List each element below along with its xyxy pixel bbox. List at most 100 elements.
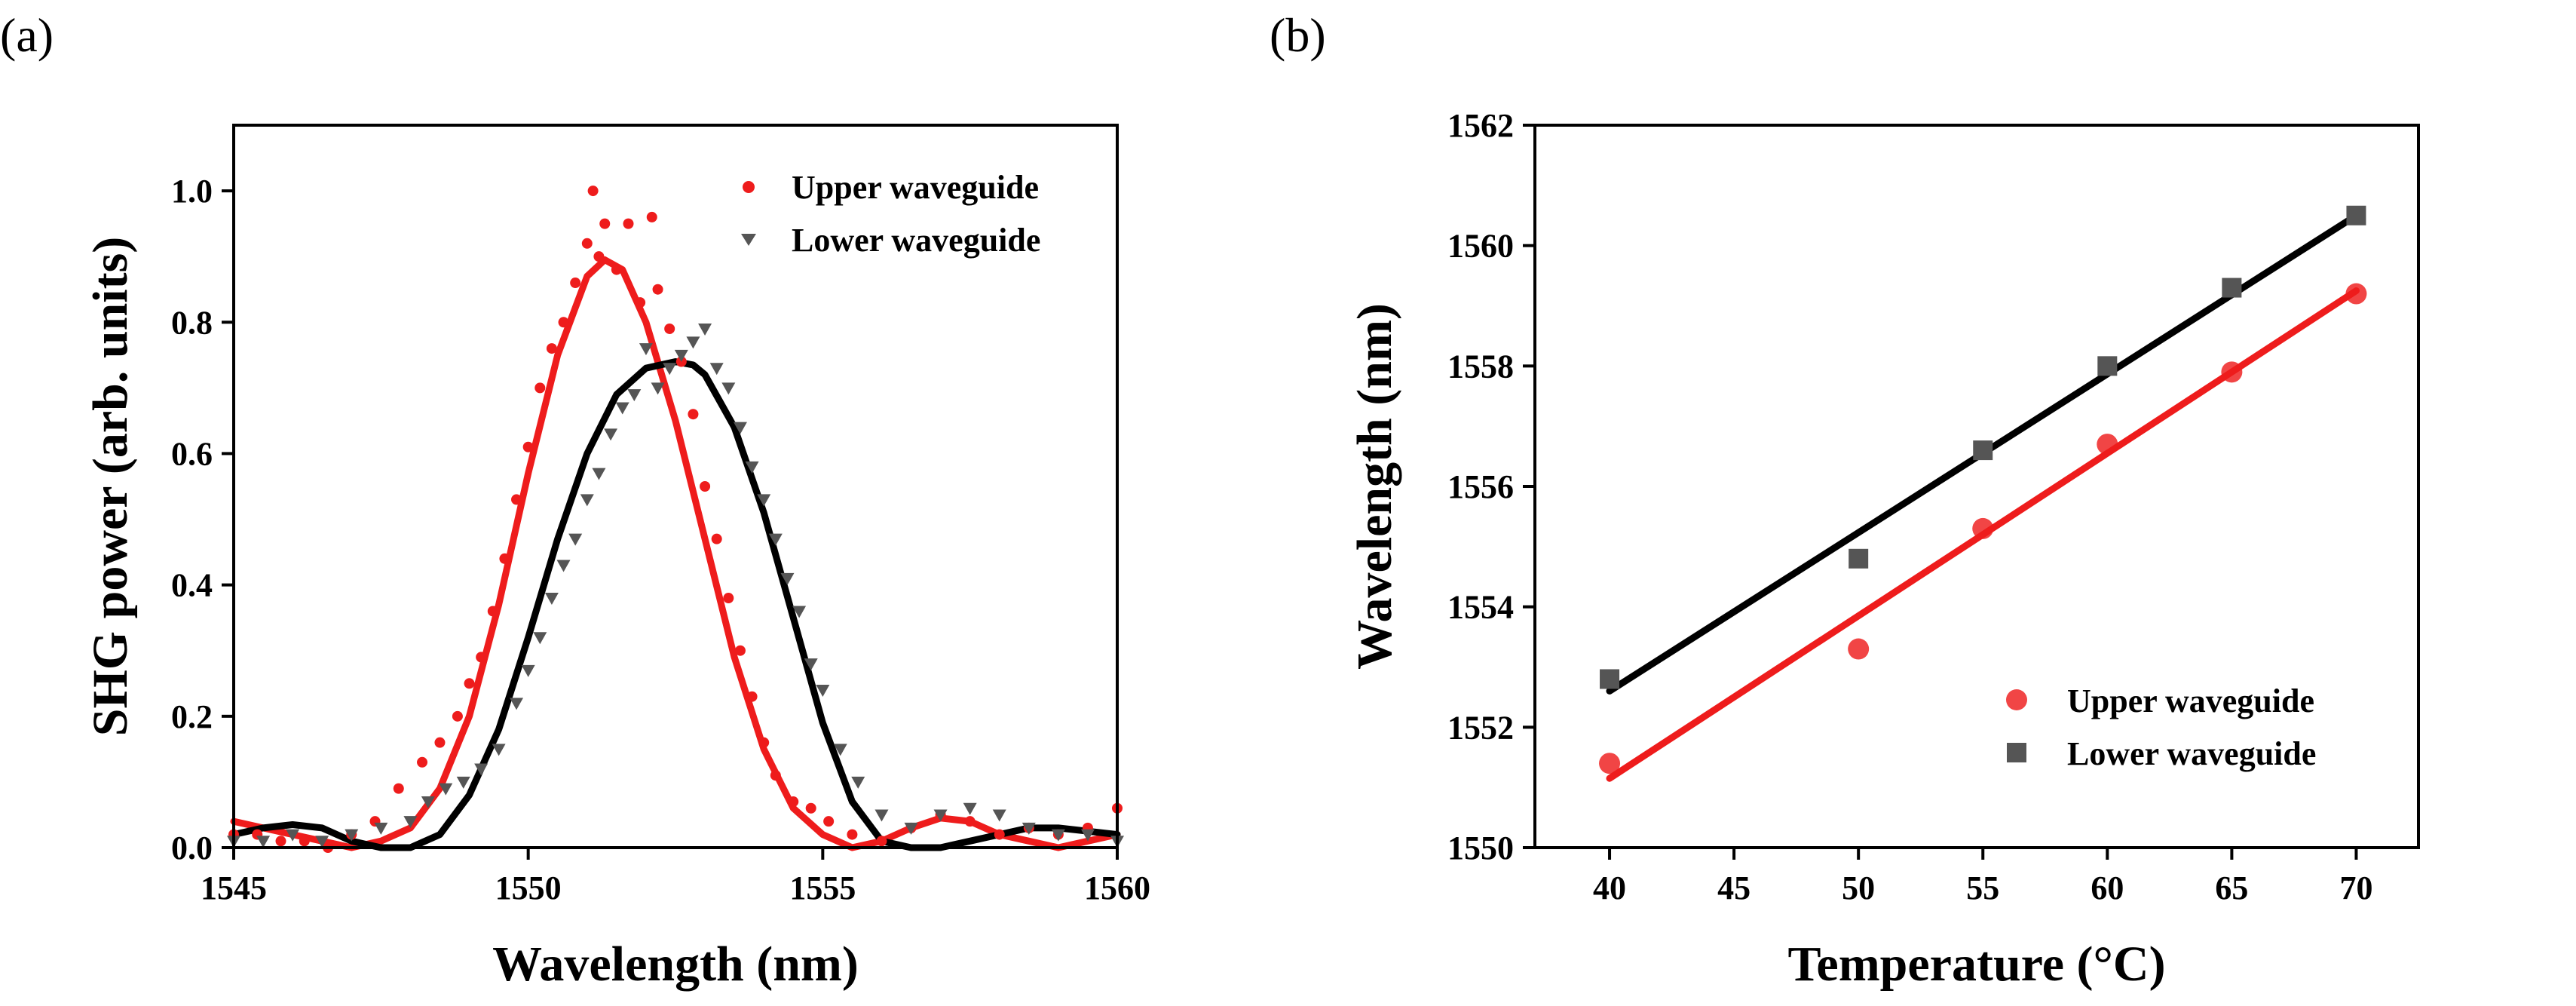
panel-b-x-tick-label: 45 xyxy=(1717,870,1751,906)
panel-a-lower-data-point xyxy=(580,494,594,507)
panel-a-y-tick-label: 0.4 xyxy=(171,567,213,604)
panel-b-x-tick-label: 50 xyxy=(1842,870,1875,906)
panel-a-upper-data-point xyxy=(734,645,746,656)
panel-a-upper-data-point xyxy=(847,829,858,840)
panel-a-y-axis-title: SHG power (arb. units) xyxy=(83,237,138,737)
panel-b-legend-marker-lower xyxy=(2007,743,2026,762)
panel-a-upper-data-point xyxy=(393,783,404,794)
panel-b-lower-data-point xyxy=(1973,440,1993,461)
panel-a-lower-data-point xyxy=(709,363,724,376)
panel-a-lower-data-point xyxy=(439,783,453,796)
panel-a-lower-data-point xyxy=(745,461,759,474)
panel-a-lower-data-point xyxy=(544,593,559,606)
panel-a-lower-data-point xyxy=(816,684,830,697)
panel-a-label: (a) xyxy=(0,8,54,62)
panel-a-y-tick-label: 0.8 xyxy=(171,304,213,341)
panel-a-lower-data-point xyxy=(686,336,700,349)
panel-a-lower-data-point xyxy=(1022,822,1036,835)
panel-a-upper-data-point xyxy=(994,829,1005,840)
panel-a-legend-item-upper: Upper waveguide xyxy=(743,169,1039,206)
panel-a-upper-data-point xyxy=(599,218,611,229)
panel-a-lower-data-point xyxy=(345,829,359,842)
panel-a-upper-data-point xyxy=(646,211,657,222)
panel-a-frame xyxy=(232,124,1119,849)
panel-a-lower-data-point xyxy=(674,349,688,362)
panel-a-upper-data-point xyxy=(522,441,534,452)
panel-a: (a) 1545 1550 1555 1560 0.0 0.2 0.4 0.6 0.8 1.0 W… xyxy=(0,8,1150,992)
panel-b-legend-item-lower: Lower waveguide xyxy=(2007,735,2316,772)
panel-a-upper-data-point xyxy=(805,802,816,814)
panel-a-upper-data-point xyxy=(723,593,734,604)
panel-a-upper-data-point xyxy=(700,481,711,492)
panel-a-upper-data-point xyxy=(635,297,646,308)
panel-a-lower-data-point xyxy=(963,802,977,815)
panel-a-upper-data-point xyxy=(452,710,463,722)
panel-a-lower-data-point xyxy=(315,836,329,848)
panel-b-upper-data-point xyxy=(1972,517,1994,539)
panel-b-x-axis-title: Temperature (°C) xyxy=(1787,937,2165,992)
panel-b-legend-label-upper: Upper waveguide xyxy=(2067,682,2314,719)
panel-b-lower-data-point xyxy=(1849,548,1869,569)
panel-a-lower-data-point xyxy=(533,632,547,645)
panel-a-upper-data-point xyxy=(964,816,976,827)
panel-a-lower-data-point xyxy=(403,816,418,829)
panel-b-lower-data-point xyxy=(2222,278,2242,298)
panel-b-legend: Upper waveguide Lower waveguide xyxy=(2006,682,2316,772)
panel-a-y-tick-label: 0.6 xyxy=(171,435,213,472)
panel-a-upper-data-point xyxy=(581,238,593,249)
panel-a-lower-data-point xyxy=(456,776,470,789)
panel-a-lower-data-point xyxy=(792,606,807,618)
panel-a-lower-data-point xyxy=(492,744,506,756)
panel-a-upper-data-point xyxy=(570,278,581,289)
panel-a-lower-data-point xyxy=(286,829,300,842)
panel-b-lower-data-point xyxy=(1600,669,1620,689)
panel-a-legend: Upper waveguide Lower waveguide xyxy=(741,169,1040,259)
panel-a-lower-data-point xyxy=(933,809,948,822)
panel-b-lower-data-point xyxy=(2097,356,2118,376)
panel-b-y-axis-title: Wavelength (nm) xyxy=(1347,303,1402,670)
panel-a-lower-data-point xyxy=(627,389,642,402)
panel-b: (b) 40 45 50 55 60 65 70 1550 1552 1554 1556 1558 15… xyxy=(1270,8,2420,992)
panel-a-lower-data-point xyxy=(851,776,865,789)
panel-a-upper-data-point xyxy=(487,606,498,617)
panel-a-lower-data-point xyxy=(768,533,783,546)
panel-a-upper-data-point xyxy=(587,186,599,197)
panel-a-lower-data-point xyxy=(639,343,653,356)
panel-b-y-tick-label: 1558 xyxy=(1447,348,1514,385)
panel-a-upper-data-point xyxy=(652,284,663,295)
panel-a-upper-data-point xyxy=(746,691,758,702)
panel-a-lower-data-point xyxy=(698,323,712,336)
panel-a-lower-data-point xyxy=(615,402,629,415)
panel-a-x-tick-label: 1560 xyxy=(1084,870,1150,906)
panel-a-upper-data-point xyxy=(534,382,546,394)
panel-b-upper-data-point xyxy=(2097,434,2118,455)
panel-a-lower-data-point xyxy=(592,468,606,480)
panel-b-y-tick-label: 1560 xyxy=(1447,228,1514,265)
panel-a-lower-data-point xyxy=(604,428,618,441)
panel-a-lower-data-point xyxy=(721,382,736,395)
panel-a-lower-data-point xyxy=(474,763,489,776)
panel-b-y-tick-label: 1556 xyxy=(1447,468,1514,505)
panel-a-legend-label-upper: Upper waveguide xyxy=(792,169,1039,206)
panel-b-legend-label-lower: Lower waveguide xyxy=(2067,735,2316,772)
panel-a-lower-data-point xyxy=(651,382,665,395)
panel-a-upper-data-point xyxy=(546,343,557,354)
panel-b-x-tick-label: 60 xyxy=(2091,870,2124,906)
panel-b-legend-item-upper: Upper waveguide xyxy=(2006,682,2314,719)
panel-a-x-tick-label: 1550 xyxy=(495,870,562,906)
panel-a-lower-data-point xyxy=(663,363,677,376)
panel-a-lower-data-point xyxy=(904,822,918,835)
panel-b-upper-data-point xyxy=(1599,753,1621,774)
panel-b-y-tick-label: 1554 xyxy=(1447,589,1514,626)
panel-a-lower-data-point xyxy=(992,809,1006,822)
panel-b-marks xyxy=(1599,205,2367,782)
panel-a-upper-data-point xyxy=(434,737,446,748)
panel-b-upper-data-point xyxy=(2345,283,2367,305)
panel-a-lower-data-point xyxy=(510,698,524,710)
panel-b-x-tick-label: 40 xyxy=(1593,870,1626,906)
panel-a-upper-data-point xyxy=(711,533,722,544)
panel-b-upper-data-point xyxy=(1848,638,1870,660)
panel-a-upper-data-point xyxy=(417,756,428,768)
panel-a-y-tick-label: 0.0 xyxy=(171,830,213,866)
